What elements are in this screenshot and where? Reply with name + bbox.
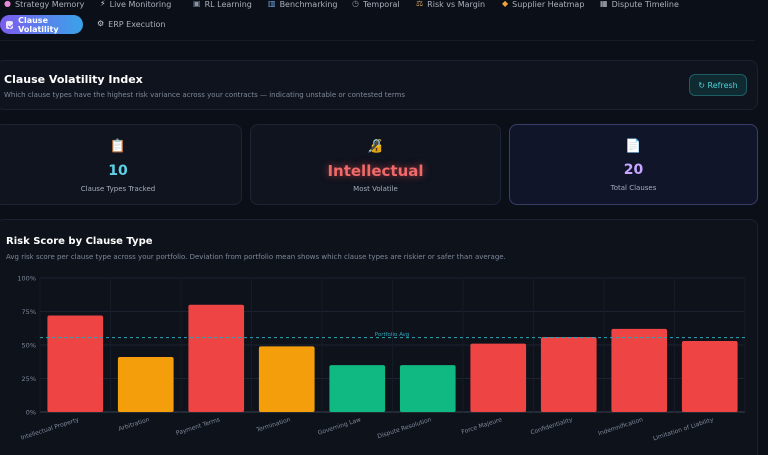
chip-icon: ▣ (193, 0, 201, 8)
pulse-icon: ⚡ (100, 0, 106, 8)
stat-value: 20 (623, 162, 644, 178)
chart-subtitle: Avg risk score per clause type across yo… (6, 253, 506, 261)
tab-benchmarking[interactable]: ▥ Benchmarking (268, 0, 338, 11)
clipboard-icon: 📋 (109, 139, 127, 154)
bar-governing-law (329, 365, 386, 412)
stat-label: Total Clauses (610, 184, 657, 192)
stat-card-total-clauses: 📄 20 Total Clauses (509, 124, 758, 205)
tab-label: Dispute Timeline (611, 0, 679, 9)
tab-label: Temporal (362, 0, 400, 9)
tab-label: Benchmarking (279, 0, 338, 9)
tab-supplier-heatmap[interactable]: ◆ Supplier Heatmap (502, 0, 584, 11)
bar-indemnification (611, 328, 668, 412)
stat-card-clause-types: 📋 10 Clause Types Tracked (0, 124, 242, 205)
x-tick-label: Indemnification (597, 416, 644, 437)
tab-label: Risk vs Margin (427, 0, 486, 9)
stat-label: Most Volatile (353, 185, 398, 193)
tab-label: Live Monitoring (109, 0, 172, 9)
x-tick-label: Termination (255, 416, 292, 434)
y-tick-label: 50% (22, 342, 36, 350)
tab-dispute-timeline[interactable]: ▦ Dispute Timeline (600, 0, 679, 11)
stat-card-most-volatile: 🔏 Intellectual Most Volatile (250, 124, 501, 205)
x-tick-label: Payment Terms (175, 416, 221, 437)
page-title: Clause Volatility Index (4, 73, 143, 86)
refresh-button[interactable]: ↻ Refresh (689, 74, 747, 96)
gear-icon: ⚙ (97, 19, 105, 28)
y-tick-label: 75% (22, 308, 36, 316)
x-tick-label: Intellectual Property (20, 416, 80, 442)
y-tick-label: 0% (26, 409, 36, 417)
bar-payment-terms (188, 304, 245, 412)
stat-value: 10 (108, 163, 128, 179)
header-card (0, 60, 758, 110)
tab-label: Clause Volatility (18, 15, 59, 34)
tab-label: RL Learning (204, 0, 252, 9)
tab-label: Supplier Heatmap (512, 0, 585, 9)
risk-bar-chart: 0% 25% 50% 75% 100% Intellectual Property Arbi… (17, 275, 746, 442)
tab-rl-learning[interactable]: ▣ RL Learning (193, 0, 252, 11)
x-tick-label: Governing Law (317, 416, 362, 437)
x-tick-label: Force Majeure (461, 416, 504, 436)
bar-force-majeure (470, 343, 527, 412)
bar-limitation-of-liability (681, 340, 738, 412)
portfolio-avg-label: Portfolio Avg (375, 332, 410, 338)
stat-value: Intellectual (327, 162, 424, 180)
y-tick-label: 25% (22, 375, 36, 383)
tab-clause-volatility[interactable]: Clause Volatility (0, 15, 83, 34)
bar-dispute-resolution (399, 365, 456, 412)
tab-strategy-memory[interactable]: ● Strategy Memory (4, 0, 84, 11)
page-subtitle: Which clause types have the highest risk… (4, 91, 406, 99)
tab-temporal[interactable]: ◷ Temporal (352, 0, 400, 11)
tab-strip: ● Strategy Memory ⚡ Live Monitoring ▣ RL… (0, 0, 768, 40)
bar-confidentiality (540, 336, 597, 412)
tab-erp-execution[interactable]: ⚙ ERP Execution (97, 17, 165, 31)
x-tick-label: Arbitration (118, 416, 151, 433)
x-tick-label: Limitation of Liability (652, 416, 715, 442)
check-square-icon (6, 20, 14, 29)
flame-icon: ◆ (502, 0, 509, 8)
scales-icon: ⚖ (416, 0, 424, 8)
tab-label: Strategy Memory (14, 0, 85, 9)
bar-intellectual-property (47, 315, 104, 412)
x-tick-label: Dispute Resolution (377, 416, 433, 440)
stat-label: Clause Types Tracked (80, 185, 156, 193)
x-tick-label: Confidentiality (530, 416, 574, 436)
tab-live-monitoring[interactable]: ⚡ Live Monitoring (100, 0, 171, 11)
y-tick-label: 100% (17, 275, 36, 283)
bar-arbitration (117, 357, 174, 412)
tab-label: ERP Execution (108, 19, 166, 29)
divider (0, 40, 755, 41)
bar-chart-icon: ▥ (268, 0, 276, 8)
clock-icon: ◷ (352, 0, 359, 8)
document-icon: 📄 (625, 139, 642, 154)
calendar-icon: ▦ (600, 0, 608, 8)
lock-icon: 🔏 (367, 139, 384, 154)
tab-risk-vs-margin[interactable]: ⚖ Risk vs Margin (416, 0, 485, 11)
brain-icon: ● (4, 0, 11, 8)
chart-title: Risk Score by Clause Type (6, 236, 153, 247)
bar-termination (258, 346, 315, 412)
